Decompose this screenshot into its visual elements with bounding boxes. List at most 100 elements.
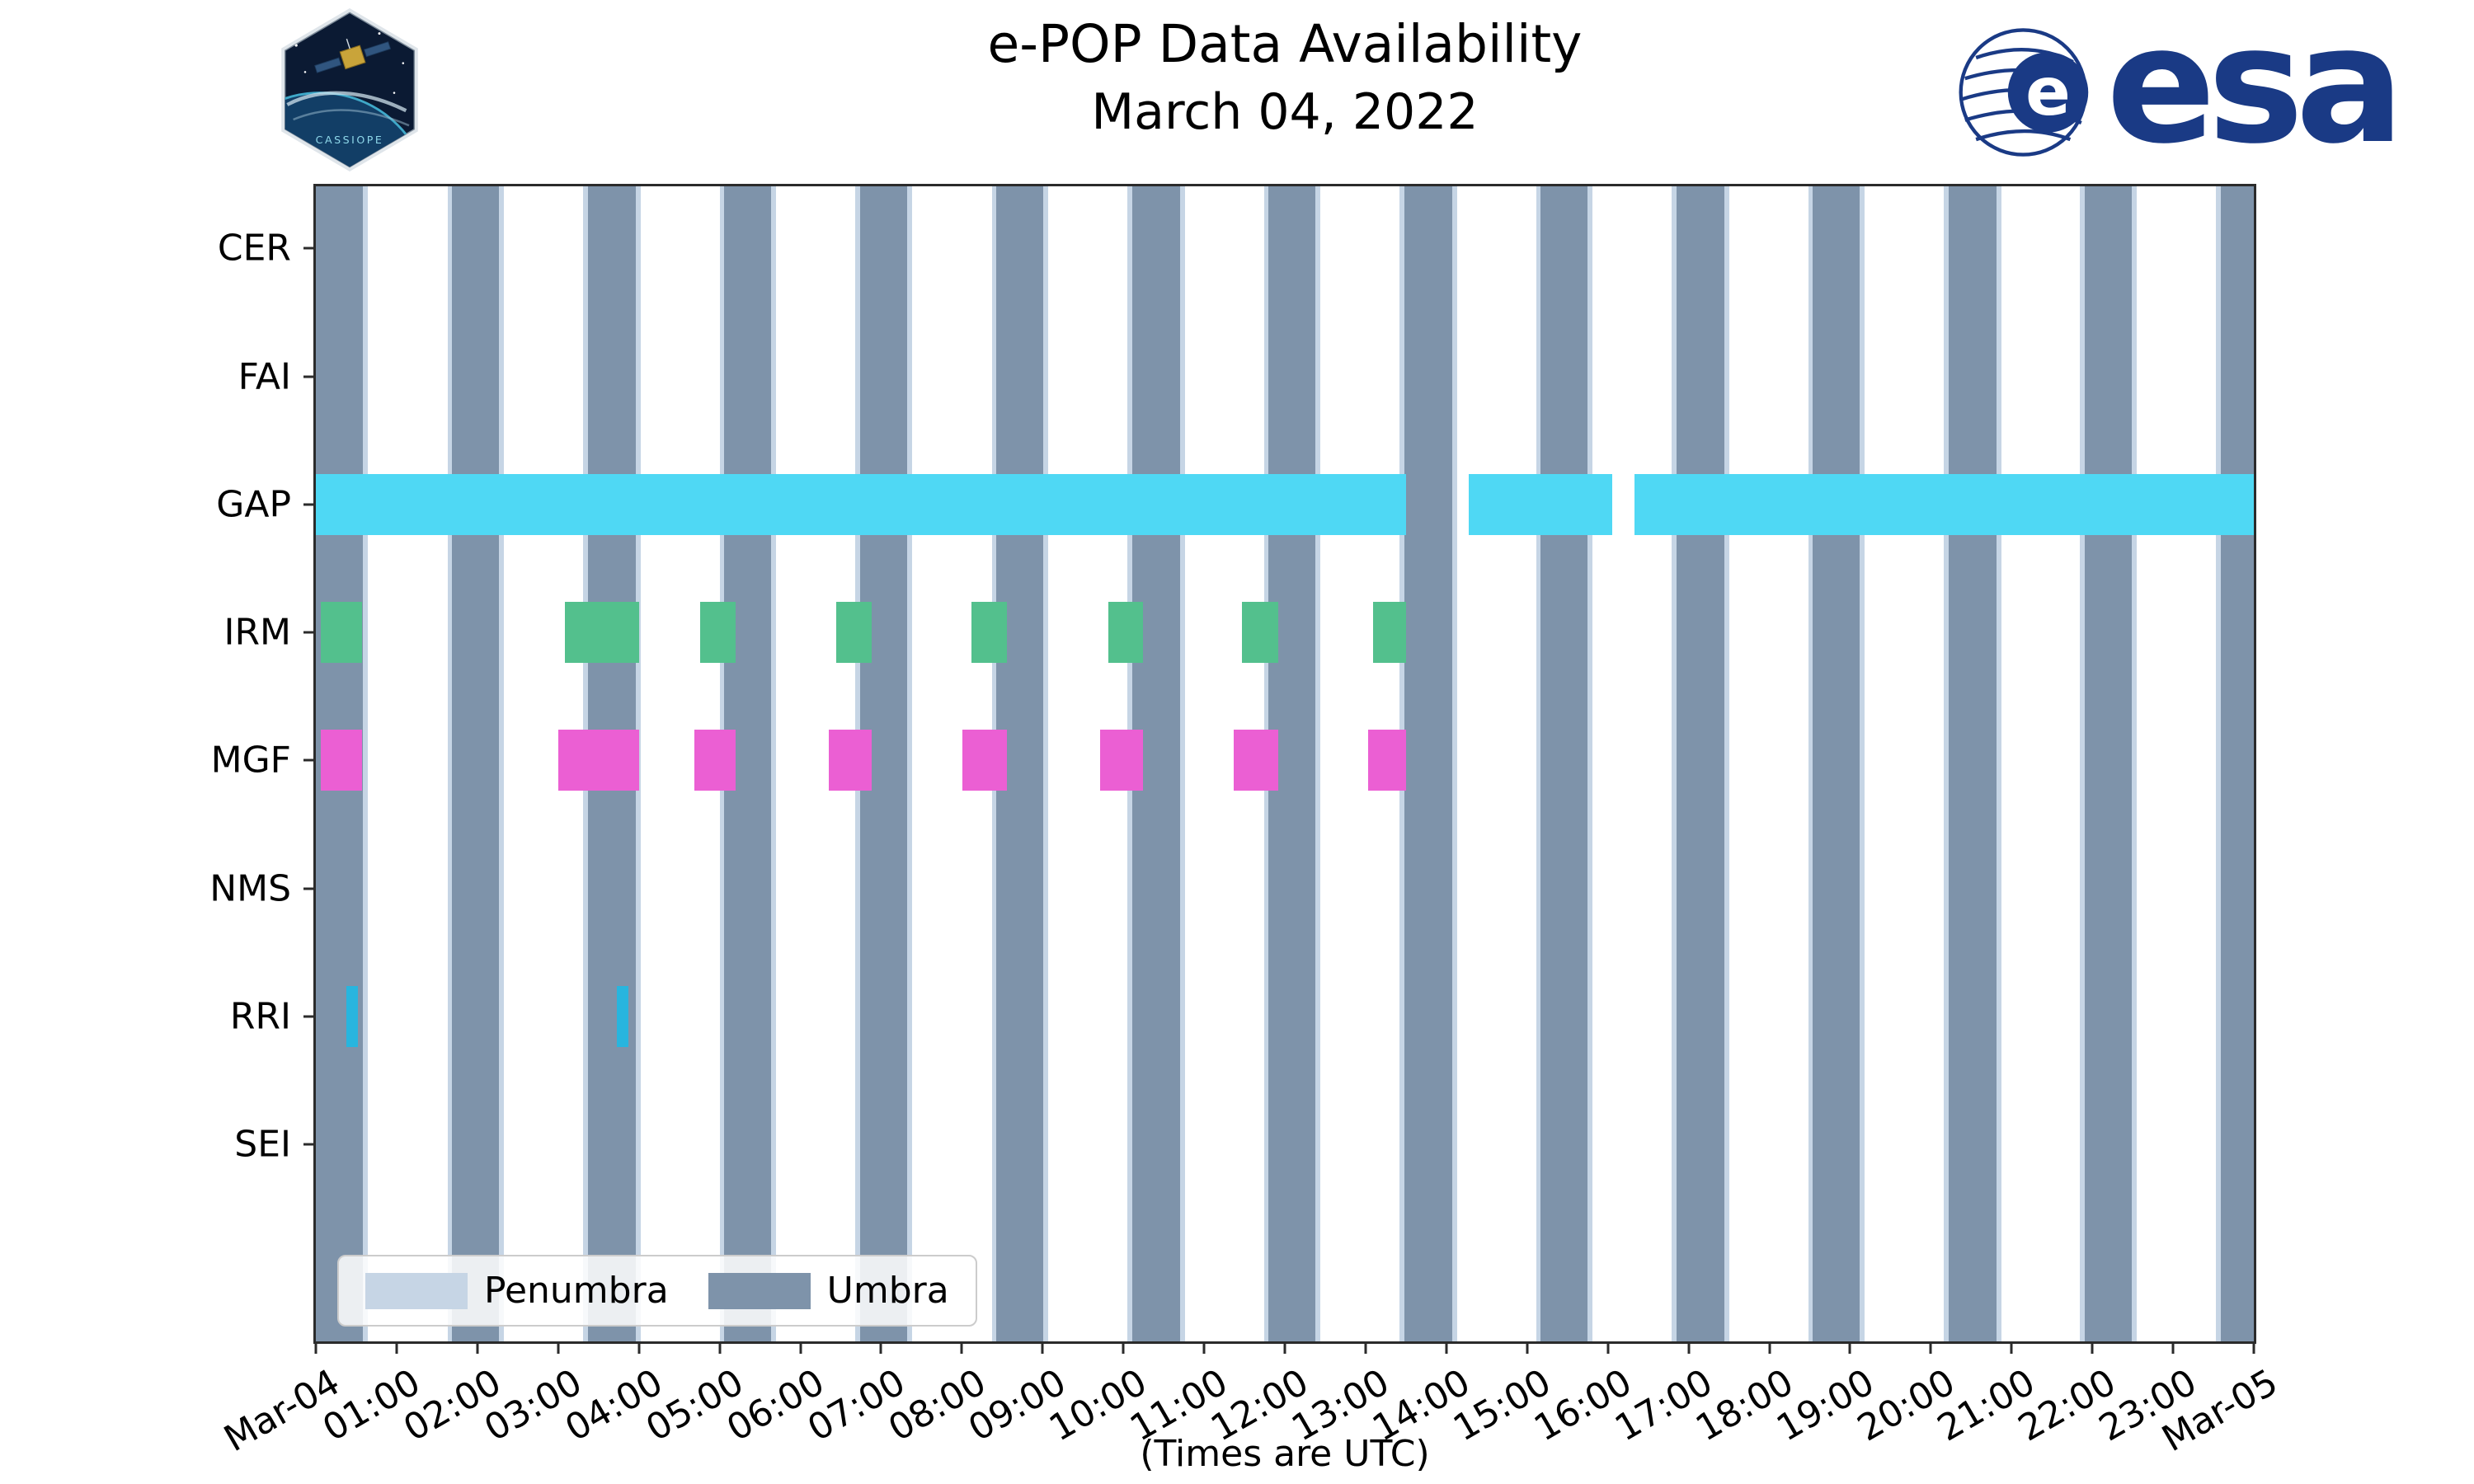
mgf-availability-bar	[1099, 730, 1143, 791]
y-tick-label-fai: FAI	[238, 355, 291, 398]
umbra-stripe	[1404, 186, 1452, 1341]
mgf-availability-bar	[694, 730, 736, 791]
x-tick-mark	[476, 1341, 479, 1354]
umbra-stripe	[2220, 186, 2254, 1341]
x-tick-mark	[2091, 1341, 2094, 1354]
y-tick-mark	[303, 247, 316, 250]
umbra-stripe	[452, 186, 500, 1341]
penumbra-stripe	[906, 186, 912, 1341]
x-tick-mark	[1202, 1341, 1206, 1354]
penumbra-stripe	[1672, 186, 1677, 1341]
x-tick-mark	[1122, 1341, 1125, 1354]
x-tick-mark	[1041, 1341, 1044, 1354]
legend-label-penumbra: Penumbra	[484, 1270, 669, 1312]
x-tick-mark	[1929, 1341, 1932, 1354]
cassiope-mission-patch: CASSIOPE	[275, 7, 424, 173]
y-tick-label-irm: IRM	[223, 611, 291, 654]
title-block: e-POP Data Availability March 04, 2022	[313, 13, 2256, 142]
umbra-stripe	[1676, 186, 1724, 1341]
x-tick-mark	[1848, 1341, 1851, 1354]
earth	[285, 92, 415, 167]
esa-globe-letter: e	[2025, 54, 2071, 131]
irm-availability-bar	[1372, 601, 1406, 664]
y-tick-label-gap: GAP	[216, 483, 291, 526]
esa-wordmark: esa	[2106, 0, 2405, 180]
mgf-availability-bar	[1367, 730, 1406, 791]
x-tick-mark	[637, 1341, 641, 1354]
x-tick-mark	[1606, 1341, 1610, 1354]
x-tick-mark	[718, 1341, 722, 1354]
gap-availability-bar	[316, 473, 1406, 535]
irm-availability-bar	[700, 601, 736, 664]
penumbra-stripe	[1451, 186, 1457, 1341]
y-tick-mark	[303, 1143, 316, 1146]
rri-availability-bar	[346, 985, 358, 1047]
esa-logo: e esa	[1956, 5, 2405, 167]
penumbra-stripe	[1724, 186, 1729, 1341]
x-tick-mark	[1687, 1341, 1691, 1354]
x-tick-mark	[960, 1341, 963, 1354]
irm-availability-bar	[835, 601, 872, 664]
penumbra-stripe	[362, 186, 368, 1341]
cassiope-patch-graphic: CASSIOPE	[281, 8, 418, 171]
chart-subtitle: March 04, 2022	[1091, 82, 1479, 141]
legend-swatch-umbra	[708, 1272, 811, 1309]
umbra-stripe	[1948, 186, 1997, 1341]
penumbra-stripe	[2080, 186, 2086, 1341]
umbra-stripe	[1540, 186, 1588, 1341]
y-tick-label-nms: NMS	[209, 867, 291, 910]
mgf-availability-bar	[1234, 730, 1279, 791]
x-tick-mark	[879, 1341, 882, 1354]
legend: Penumbra Umbra	[337, 1255, 977, 1327]
x-tick-mark	[1445, 1341, 1448, 1354]
x-tick-mark	[1283, 1341, 1286, 1354]
x-tick-mark	[557, 1341, 560, 1354]
y-tick-mark	[303, 503, 316, 506]
y-tick-mark	[303, 631, 316, 634]
penumbra-stripe	[1860, 186, 1865, 1341]
penumbra-stripe	[499, 186, 505, 1341]
irm-availability-bar	[971, 601, 1008, 664]
x-tick-mark	[1526, 1341, 1529, 1354]
mgf-availability-bar	[962, 730, 1008, 791]
x-tick-mark	[2010, 1341, 2013, 1354]
gap-availability-bar	[1469, 473, 1612, 535]
penumbra-stripe	[1315, 186, 1321, 1341]
penumbra-stripe	[1996, 186, 2001, 1341]
x-tick-mark	[314, 1341, 317, 1354]
esa-globe-icon: e	[1959, 28, 2089, 157]
penumbra-stripe	[1808, 186, 1813, 1341]
x-tick-mark	[2171, 1341, 2175, 1354]
x-axis-caption: (Times are UTC)	[1140, 1433, 1430, 1475]
umbra-stripe	[1813, 186, 1860, 1341]
y-tick-label-sei: SEI	[234, 1123, 291, 1166]
penumbra-stripe	[771, 186, 777, 1341]
orbit-swoosh	[286, 91, 407, 113]
y-tick-mark	[303, 758, 316, 762]
x-tick-mark	[1364, 1341, 1367, 1354]
penumbra-stripe	[1587, 186, 1593, 1341]
y-tick-label-rri: RRI	[229, 995, 291, 1038]
x-tick-mark	[2252, 1341, 2255, 1354]
mgf-availability-bar	[828, 730, 872, 791]
penumbra-stripe	[1043, 186, 1049, 1341]
satellite-icon	[314, 38, 392, 73]
penumbra-stripe	[1536, 186, 1541, 1341]
chart-title: e-POP Data Availability	[987, 14, 1583, 74]
irm-availability-bar	[320, 601, 362, 664]
penumbra-stripe	[1179, 186, 1185, 1341]
mgf-availability-bar	[557, 730, 639, 791]
umbra-stripe	[2085, 186, 2133, 1341]
y-tick-label-cer: CER	[217, 227, 291, 270]
irm-availability-bar	[564, 601, 639, 664]
plot-area: Penumbra Umbra CER FAI GAP IRM MGF NMS RRI SEI M…	[209, 184, 2285, 1460]
penumbra-stripe	[447, 186, 453, 1341]
x-tick-mark	[395, 1341, 398, 1354]
irm-availability-bar	[1242, 601, 1279, 664]
y-tick-mark	[303, 887, 316, 890]
rri-availability-bar	[617, 985, 628, 1047]
legend-swatch-penumbra	[365, 1272, 468, 1309]
x-tick-mark	[1768, 1341, 1771, 1354]
y-tick-mark	[303, 375, 316, 378]
